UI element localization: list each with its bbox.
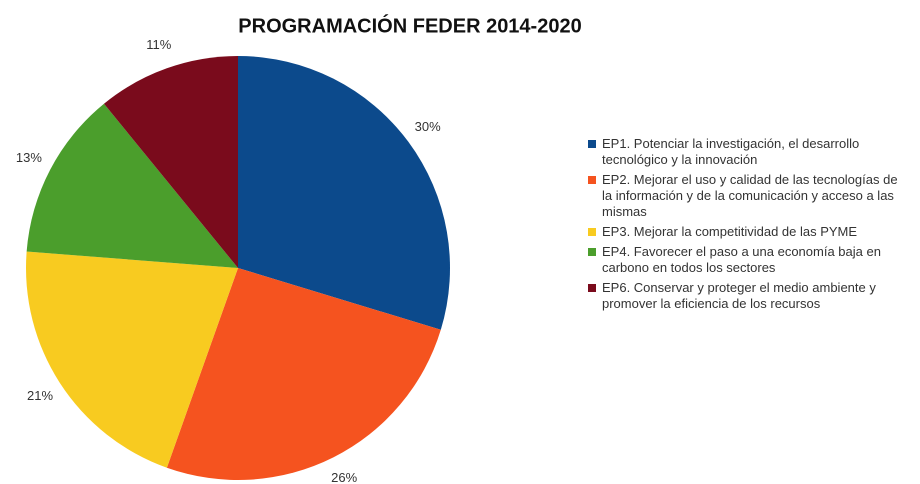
legend-item: EP1. Potenciar la investigación, el desa…	[588, 136, 898, 168]
legend-swatch	[588, 176, 596, 184]
chart-title: PROGRAMACIÓN FEDER 2014-2020	[238, 13, 581, 37]
pie-slice	[238, 56, 451, 330]
legend-label: EP2. Mejorar el uso y calidad de las tec…	[602, 172, 898, 219]
legend-swatch	[588, 140, 596, 148]
data-label: 26%	[331, 470, 357, 484]
legend-label: EP6. Conservar y proteger el medio ambie…	[602, 280, 876, 311]
legend-swatch	[588, 248, 596, 256]
pie-slice	[166, 268, 441, 480]
data-label: 11%	[146, 37, 171, 52]
legend-label: EP4. Favorecer el paso a una economía ba…	[602, 244, 881, 275]
legend-swatch	[588, 228, 596, 236]
data-label: 30%	[415, 119, 441, 134]
pie-slice	[103, 56, 238, 268]
legend-item: EP6. Conservar y proteger el medio ambie…	[588, 280, 898, 312]
legend-label: EP1. Potenciar la investigación, el desa…	[602, 136, 860, 167]
pie-slice	[26, 103, 238, 269]
legend-label: EP3. Mejorar la competitividad de las PY…	[602, 224, 858, 239]
pie-slice	[26, 251, 239, 468]
data-label: 21%	[27, 388, 53, 403]
legend-item: EP2. Mejorar el uso y calidad de las tec…	[588, 172, 898, 220]
legend: EP1. Potenciar la investigación, el desa…	[588, 136, 898, 316]
legend-item: EP4. Favorecer el paso a una economía ba…	[588, 244, 898, 276]
data-label: 13%	[16, 150, 42, 165]
legend-swatch	[588, 284, 596, 292]
legend-item: EP3. Mejorar la competitividad de las PY…	[588, 224, 898, 240]
